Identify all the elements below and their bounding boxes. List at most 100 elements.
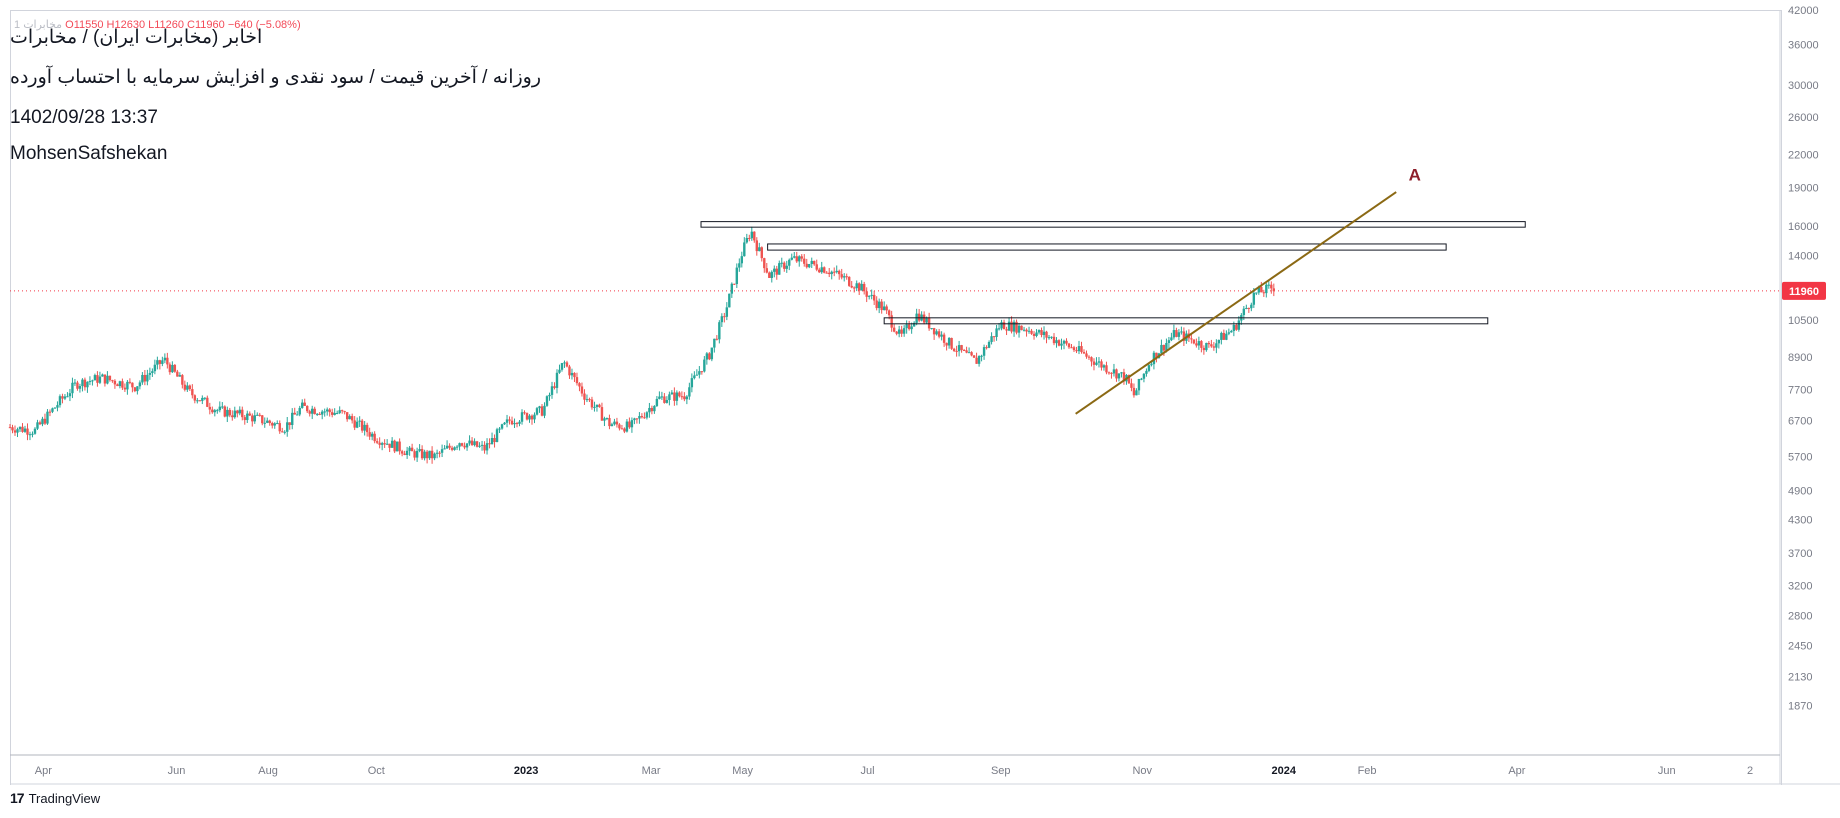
- candle-body: [735, 267, 739, 285]
- candle-body: [400, 451, 404, 454]
- candle-body: [992, 336, 996, 338]
- candle-body: [980, 355, 983, 357]
- candle-body: [326, 409, 329, 412]
- y-tick-label: 22000: [1788, 150, 1819, 162]
- candle-body: [278, 423, 281, 432]
- candle-body: [593, 406, 596, 408]
- candle-body: [990, 336, 993, 342]
- candle-body: [1237, 320, 1241, 330]
- candle-body: [1162, 344, 1166, 351]
- chart-frame[interactable]: [10, 10, 1782, 785]
- candle-body: [478, 445, 481, 447]
- candle-body: [570, 372, 574, 376]
- candle-body: [445, 445, 449, 449]
- candle-body: [975, 357, 978, 364]
- candle-body: [495, 429, 499, 443]
- candle-body: [465, 443, 469, 448]
- candle-body: [845, 276, 848, 278]
- candle-body: [608, 418, 611, 427]
- candle-body: [490, 437, 494, 445]
- candle-body: [418, 449, 421, 451]
- candle-body: [525, 413, 529, 420]
- candle-body: [148, 372, 152, 375]
- x-tick-label: Apr: [1508, 765, 1525, 777]
- candle-body: [663, 396, 666, 403]
- candle-body: [708, 353, 711, 360]
- candle-body: [193, 395, 197, 401]
- candle-body: [423, 451, 426, 459]
- candle-body: [573, 372, 576, 378]
- candle-body: [231, 415, 234, 418]
- candle-body: [296, 414, 299, 416]
- candle-body: [375, 441, 379, 443]
- candle-body: [1032, 333, 1036, 336]
- candle-body: [768, 272, 771, 278]
- candle-body: [488, 443, 491, 445]
- candle-body: [540, 406, 544, 416]
- candle-body: [625, 421, 629, 432]
- candle-body: [211, 409, 214, 413]
- candle-body: [143, 374, 147, 382]
- candle-body: [1247, 307, 1251, 309]
- candle-body: [66, 396, 69, 398]
- candle-body: [121, 381, 124, 388]
- candle-body: [415, 450, 419, 458]
- candle-body: [223, 406, 226, 417]
- candle-body: [875, 300, 878, 309]
- candle-body: [595, 404, 599, 407]
- candle-body: [710, 347, 714, 360]
- candle-body: [770, 271, 773, 278]
- candle-body: [1065, 340, 1068, 344]
- tradingview-brand[interactable]: 17 TradingView: [10, 790, 100, 806]
- candle-body: [1135, 390, 1138, 396]
- x-tick-label: 2024: [1272, 765, 1297, 777]
- candle-body: [228, 409, 231, 416]
- candle-body: [515, 423, 519, 425]
- candle-body: [88, 381, 92, 383]
- candle-body: [1155, 352, 1158, 359]
- candle-body: [775, 268, 778, 275]
- candle-body: [340, 410, 344, 412]
- candle-body: [51, 408, 54, 412]
- candle-body: [443, 448, 446, 450]
- candle-body: [263, 422, 266, 424]
- candle-body: [311, 408, 314, 414]
- ohlc-legend: 1 مخابرات O11550 H12630 L11260 C11960 −6…: [14, 18, 301, 31]
- candle-body: [1010, 321, 1013, 332]
- candle-body: [1182, 331, 1186, 341]
- candle-body: [605, 418, 609, 420]
- candle-body: [1085, 353, 1088, 357]
- candle-body: [8, 427, 12, 429]
- candle-body: [950, 337, 953, 349]
- y-tick-label: 1870: [1788, 701, 1812, 713]
- candle-body: [1075, 350, 1078, 352]
- candle-body: [1080, 346, 1083, 353]
- candle-body: [930, 328, 933, 330]
- candle-body: [1047, 337, 1051, 339]
- candle-body: [345, 412, 349, 420]
- candle-body: [93, 375, 97, 381]
- candle-body: [281, 431, 284, 433]
- candle-body: [1210, 344, 1213, 347]
- candle-body: [298, 407, 301, 415]
- candle-body: [1195, 343, 1198, 346]
- candle-body: [698, 371, 701, 375]
- candle-body: [103, 374, 107, 384]
- candle-body: [1037, 330, 1041, 333]
- candle-body: [273, 423, 276, 426]
- candle-body: [813, 260, 816, 265]
- candle-body: [146, 374, 149, 382]
- tradingview-name: TradingView: [28, 790, 101, 806]
- resistance-box-1: [700, 221, 1526, 228]
- candle-body: [360, 420, 364, 431]
- candle-body: [862, 283, 866, 292]
- candle-body: [1150, 364, 1153, 366]
- candle-body: [226, 409, 229, 417]
- candle-body: [455, 446, 459, 448]
- candle-body: [271, 423, 274, 426]
- candle-body: [890, 315, 893, 328]
- candle-body: [38, 422, 42, 425]
- candle-body: [335, 412, 339, 414]
- candle-body: [141, 374, 144, 383]
